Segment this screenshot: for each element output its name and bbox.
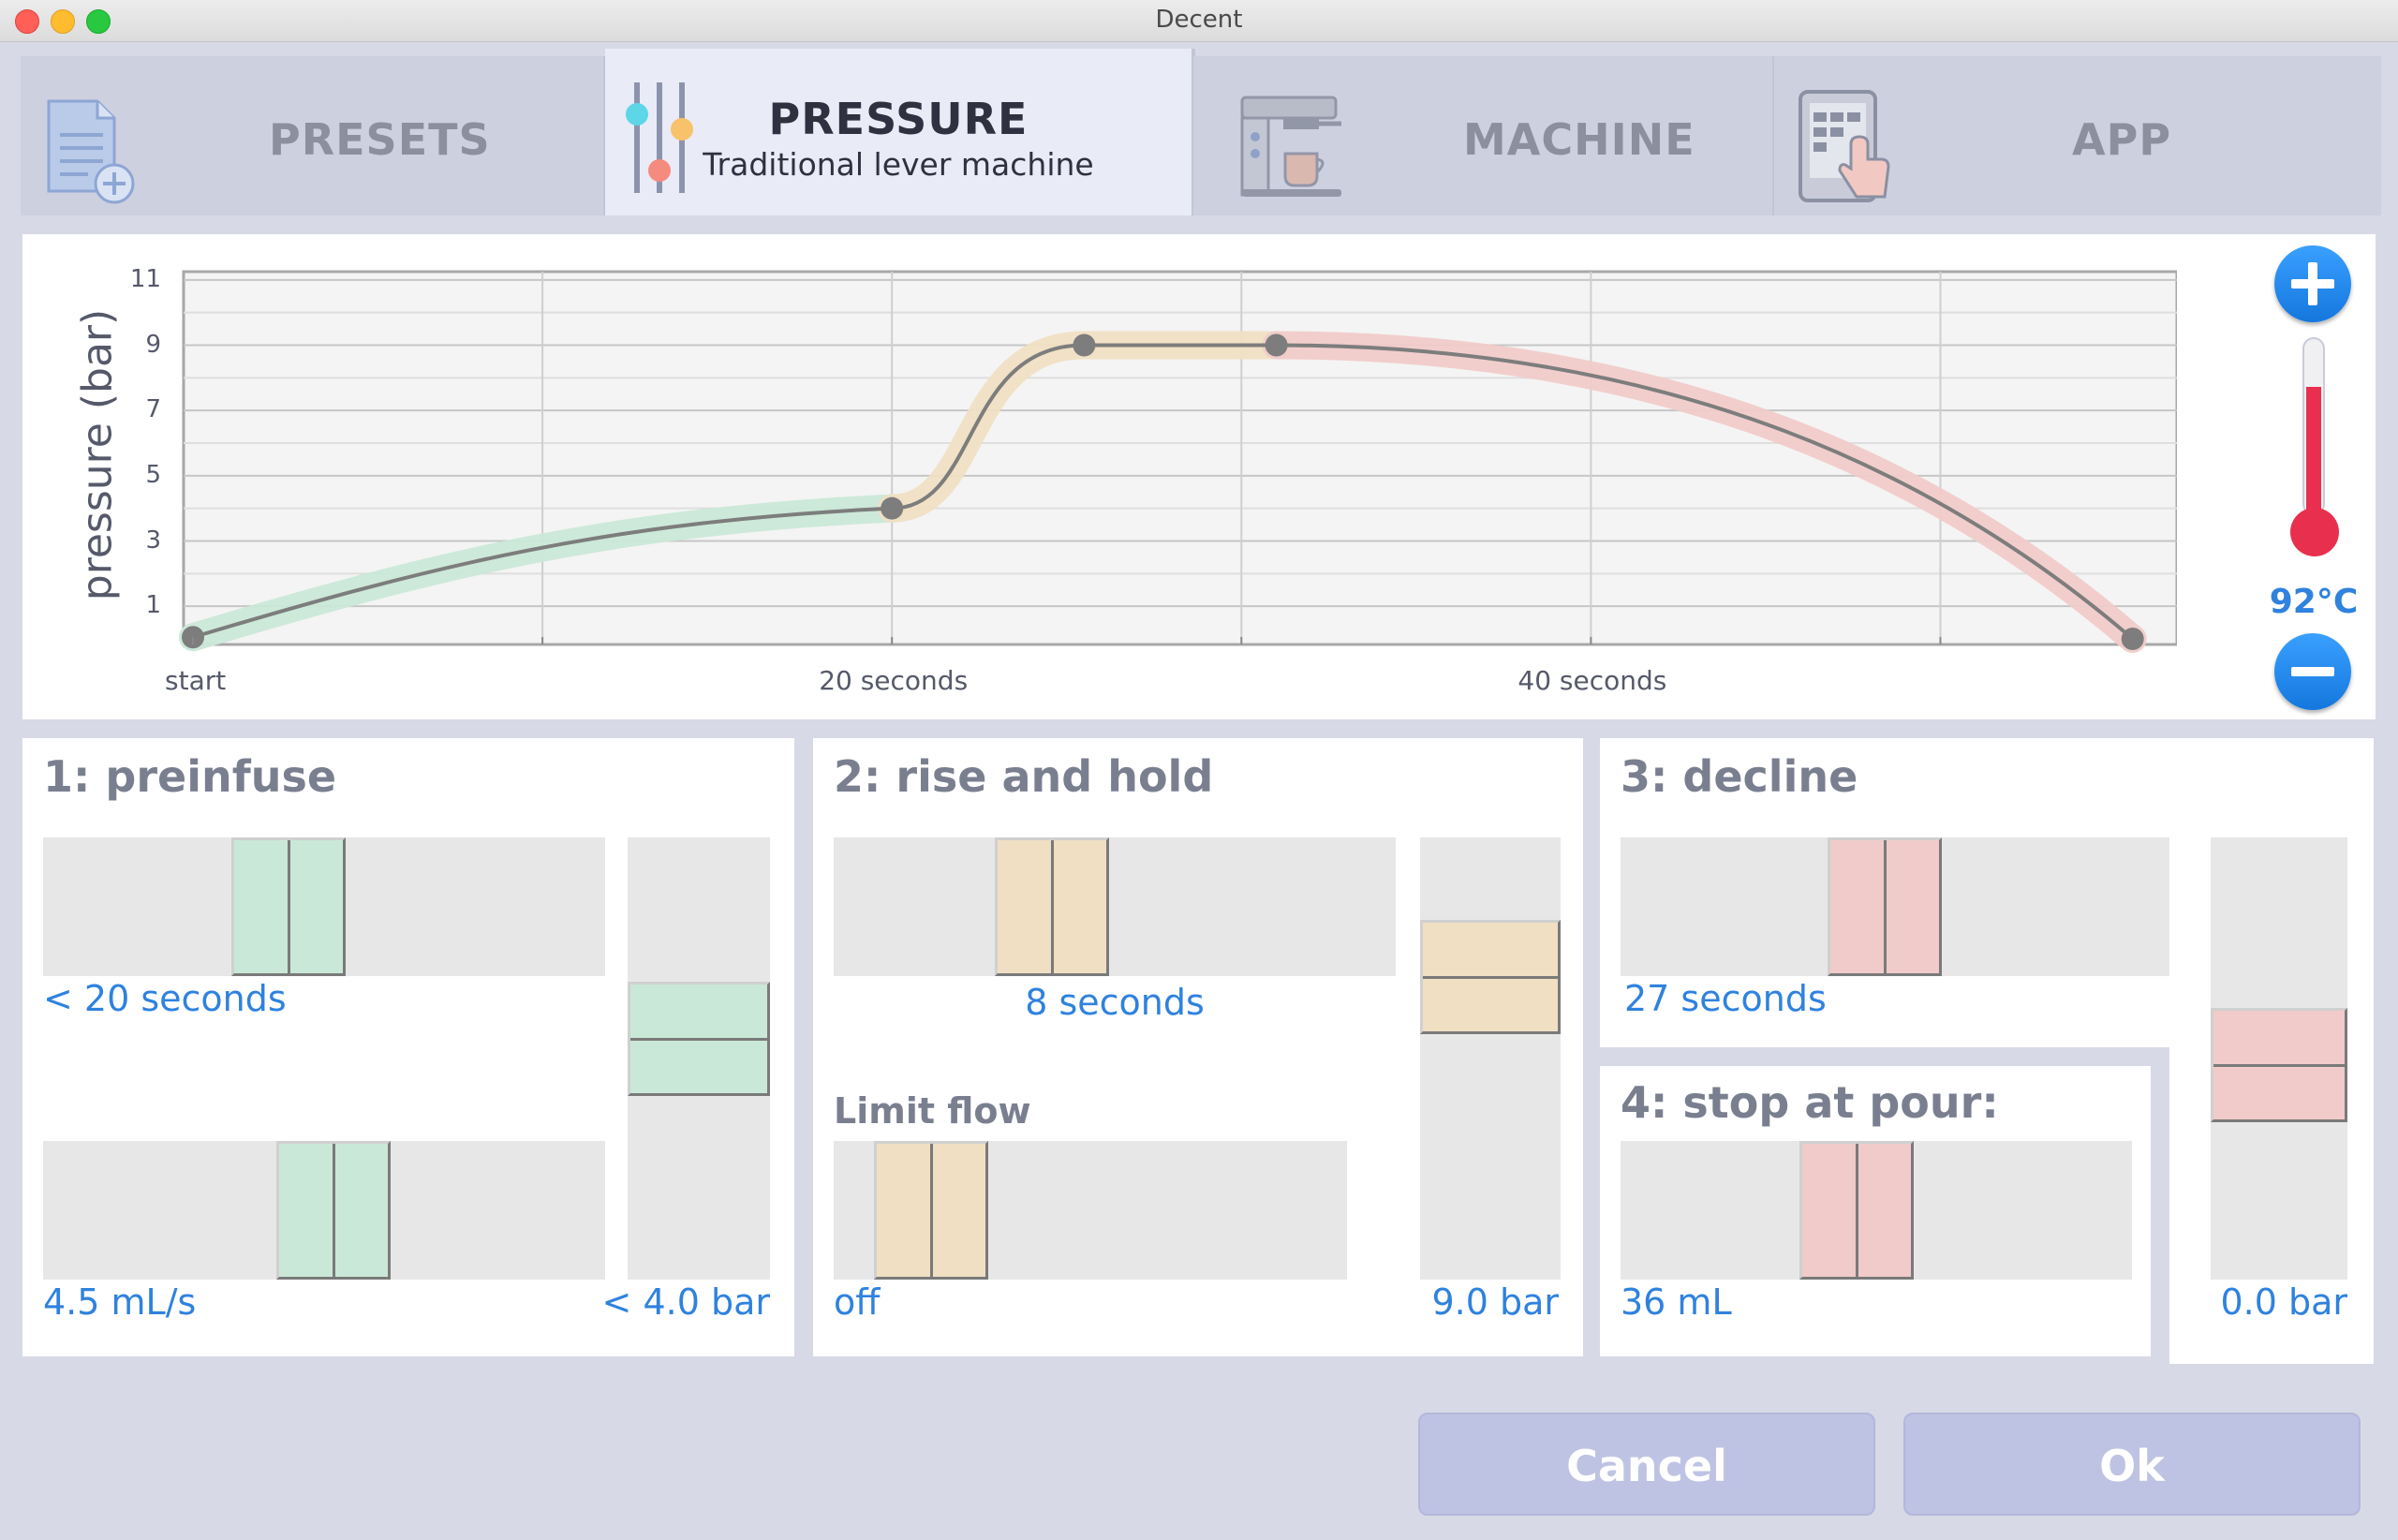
pressure-curve-line	[892, 343, 1277, 511]
pressure-profile-chart[interactable]	[22, 234, 2177, 719]
thermometer-bulb	[2290, 508, 2339, 556]
stop-volume-value: 36 mL	[1621, 1281, 1732, 1323]
tab-presets-label: PRESETS	[269, 114, 491, 165]
window-title: Decent	[1155, 6, 1243, 34]
decline-pressure-value: 0.0 bar	[2220, 1281, 2347, 1323]
rise-pressure-handle[interactable]	[1420, 919, 1561, 1034]
profile-point	[1265, 333, 1288, 357]
preinfuse-flow-handle[interactable]	[275, 1141, 391, 1280]
stop-volume-slider[interactable]	[1621, 1141, 2132, 1280]
stop-at-pour-title: 4: stop at pour:	[1621, 1077, 1999, 1128]
minus-icon	[2291, 667, 2334, 676]
y-tick-label: 3	[145, 526, 161, 555]
decline-time-handle[interactable]	[1827, 837, 1942, 976]
zoom-window-button[interactable]	[86, 9, 111, 34]
y-tick-label: 9	[145, 330, 161, 359]
profile-point	[2121, 628, 2144, 650]
pressure-curve-line	[192, 506, 893, 640]
minimize-window-button[interactable]	[51, 9, 75, 34]
tab-machine[interactable]: MACHINE	[1193, 56, 1776, 215]
decline-time-value: 27 seconds	[1624, 978, 1827, 1019]
tab-bar: PRESETS PRESSURE Traditional lever machi…	[21, 49, 2381, 215]
tab-pressure-label: PRESSURE	[768, 94, 1029, 144]
y-tick-label: 1	[145, 591, 161, 620]
preinfuse-card: 1: preinfuse < 20 seconds 4.5 mL/s < 4.0…	[22, 738, 794, 1356]
profile-point	[1073, 333, 1096, 357]
sliders-icon	[626, 82, 693, 193]
temperature-increase-button[interactable]	[2274, 245, 2351, 322]
temperature-value: 92°C	[2269, 583, 2359, 621]
rise-time-handle[interactable]	[995, 837, 1110, 976]
preinfuse-flow-value: 4.5 mL/s	[43, 1281, 197, 1323]
limit-flow-label: Limit flow	[834, 1090, 1031, 1132]
stop-at-pour-card: 4: stop at pour: 36 mL	[1600, 1066, 2151, 1356]
title-bar: Decent	[0, 0, 2398, 42]
tab-pressure-subtitle: Traditional lever machine	[703, 146, 1094, 183]
document-plus-icon	[47, 99, 135, 204]
tab-app[interactable]: APP	[1774, 56, 2381, 215]
preinfuse-title: 1: preinfuse	[43, 751, 337, 802]
thermometer-level	[2306, 387, 2321, 526]
rise-and-hold-card: 2: rise and hold 8 seconds Limit flow of…	[813, 738, 1583, 1356]
profile-point	[881, 496, 904, 520]
preinfuse-pressure-slider[interactable]	[628, 837, 770, 1280]
limit-flow-value: off	[834, 1281, 881, 1323]
decline-title: 3: decline	[1621, 751, 1858, 802]
rise-and-hold-title: 2: rise and hold	[834, 751, 1214, 802]
decline-pressure-slider[interactable]	[2211, 837, 2347, 1280]
y-tick-label: 5	[145, 460, 161, 489]
rise-time-value: 8 seconds	[1025, 982, 1205, 1023]
tab-machine-label: MACHINE	[1463, 114, 1695, 165]
preinfuse-pressure-handle[interactable]	[628, 982, 770, 1096]
decline-pressure-panel: 0.0 bar	[2169, 738, 2374, 1364]
decline-pressure-handle[interactable]	[2211, 1008, 2347, 1122]
cancel-button[interactable]: Cancel	[1418, 1413, 1875, 1516]
preinfuse-time-handle[interactable]	[230, 837, 346, 976]
rise-pressure-value: 9.0 bar	[1431, 1281, 1559, 1323]
temperature-control: 92°C	[2267, 236, 2379, 723]
limit-flow-handle[interactable]	[873, 1141, 988, 1280]
rise-pressure-slider[interactable]	[1420, 837, 1561, 1280]
pressure-curve-line	[1276, 343, 2134, 641]
tab-app-label: APP	[2072, 114, 2172, 165]
tab-pressure[interactable]: PRESSURE Traditional lever machine	[605, 49, 1195, 215]
y-tick-label: 7	[145, 395, 161, 424]
preinfuse-time-value: < 20 seconds	[43, 978, 287, 1019]
espresso-machine-icon	[1240, 96, 1341, 197]
preinfuse-time-slider[interactable]	[43, 837, 605, 976]
limit-flow-slider[interactable]	[834, 1141, 1347, 1280]
x-tick-label: 40 seconds	[1517, 665, 1667, 696]
y-tick-label: 11	[129, 264, 161, 293]
temperature-decrease-button[interactable]	[2274, 633, 2351, 710]
tablet-touch-icon	[1798, 90, 1890, 202]
preinfuse-flow-slider[interactable]	[43, 1141, 605, 1280]
decline-time-slider[interactable]	[1621, 837, 2184, 976]
x-tick-label: 20 seconds	[819, 665, 969, 696]
tab-presets[interactable]: PRESETS	[21, 56, 607, 215]
pressure-graph-panel: pressure (bar) 11 9 7 5 3 1 start 20 seconds 40…	[22, 234, 2376, 719]
close-window-button[interactable]	[15, 9, 39, 34]
preinfuse-pressure-value: < 4.0 bar	[601, 1281, 770, 1323]
rise-time-slider[interactable]	[834, 837, 1396, 976]
ok-button[interactable]: Ok	[1903, 1413, 2361, 1516]
stop-volume-handle[interactable]	[1798, 1141, 1914, 1280]
x-tick-label: start	[165, 665, 227, 696]
